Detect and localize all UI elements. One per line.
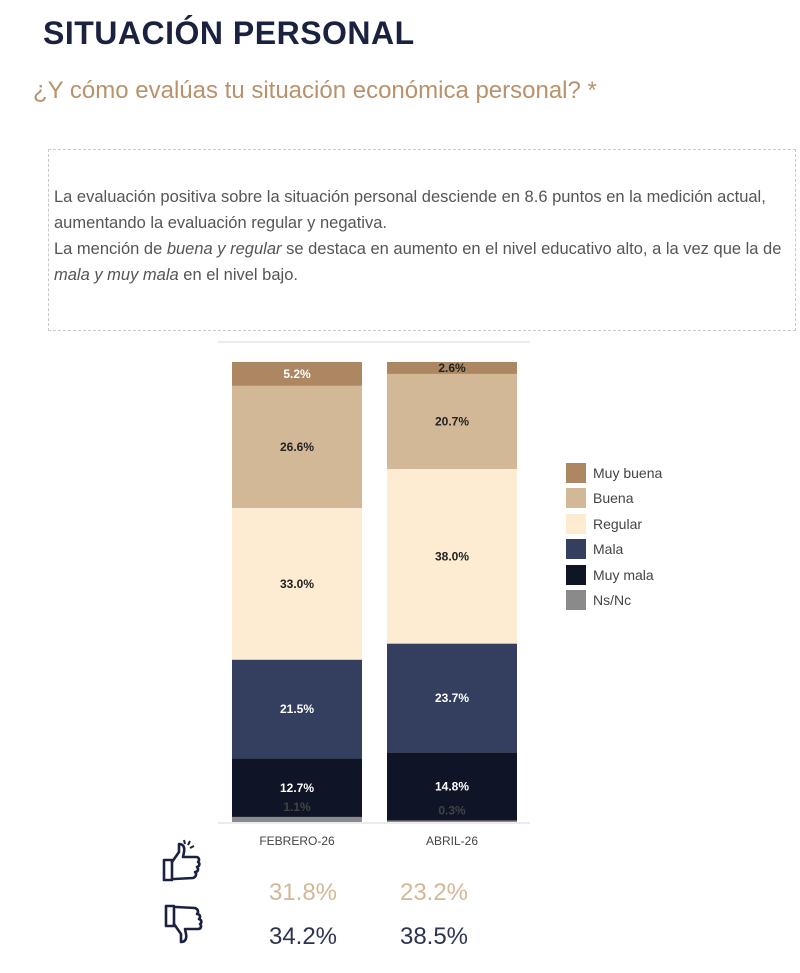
note-emphasis: mala y muy mala [54,266,179,284]
bar-label-regular-0: 33.0% [280,577,314,591]
legend-item: Regular [566,511,662,537]
legend-label: Muy buena [593,464,663,481]
bar-segment-ns-nc-1 [387,820,517,822]
note-paragraph-1: La evaluación positiva sobre la situació… [54,188,766,232]
bar-segment-muy-mala-0 [232,758,362,817]
chart-legend: Muy buena Buena Regular Mala Muy mala Ns/Nc [566,460,662,613]
legend-label: Muy mala [593,566,654,583]
bar-label-mala-1: 23.7% [435,691,469,705]
legend-swatch [566,462,586,483]
legend-swatch [566,539,586,560]
bar-segment-regular-1 [387,469,517,644]
bar-segment-buena-1 [387,373,517,470]
legend-item: Mala [566,537,662,563]
negative-pct-apr: 38.5% [399,923,469,950]
bar-label-ns-nc-1: 0.3% [438,804,466,818]
survey-question: ¿Y cómo evalúas tu situación económica p… [33,77,597,104]
bar-label-buena-0: 26.6% [280,440,314,454]
legend-item: Buena [566,486,662,512]
legend-label: Mala [593,541,624,558]
bar-label-mala-0: 21.5% [280,702,314,716]
bar-label-ns-nc-0: 1.1% [283,800,311,814]
legend-item: Muy buena [566,460,662,486]
legend-swatch [566,513,586,534]
positive-pct-apr: 23.2% [399,879,469,906]
legend-label: Regular [593,515,643,532]
negative-pct-feb: 34.2% [268,923,338,950]
bar-segment-buena-0 [232,385,362,509]
legend-item: Ns/Nc [566,588,662,614]
thumbs-down-icon [164,904,203,944]
thumbs-up-icon [162,839,201,882]
note-text: en el nivel bajo. [178,266,298,284]
category-label-1: ABRIL-26 [426,834,478,848]
legend-label: Ns/Nc [593,592,632,609]
bar-label-muy-buena-0: 5.2% [283,367,311,381]
bar-segment-regular-0 [232,508,362,660]
note-emphasis: buena y regular [166,240,282,258]
note-text: La mención de [54,240,167,258]
bar-label-buena-1: 20.7% [435,415,469,429]
legend-item: Muy mala [566,562,662,588]
bar-segment-mala-1 [387,643,517,753]
bar-label-regular-1: 38.0% [435,549,469,563]
category-label-0: FEBRERO-26 [259,834,335,848]
bar-segment-ns-nc-0 [232,816,362,822]
positive-pct-feb: 31.8% [268,879,338,906]
legend-swatch [566,564,586,585]
bar-label-muy-mala-1: 14.8% [435,780,469,794]
bar-segment-muy-buena-0 [232,362,362,386]
note-paragraph-2: La mención de buena y regular se destaca… [54,236,789,288]
legend-label: Buena [593,490,634,507]
bar-segment-muy-buena-1 [387,362,517,374]
page-title: SITUACIÓN PERSONAL [43,15,415,51]
bar-label-muy-mala-0: 12.7% [280,781,314,795]
legend-swatch [566,590,586,611]
analysis-note: La evaluación positiva sobre la situació… [48,149,796,331]
bar-segment-mala-0 [232,659,362,759]
bar-segment-muy-mala-1 [387,752,517,821]
legend-swatch [566,488,586,509]
bar-label-muy-buena-1: 2.6% [438,361,466,375]
note-text: se destaca en aumento en el nivel educat… [281,240,782,258]
